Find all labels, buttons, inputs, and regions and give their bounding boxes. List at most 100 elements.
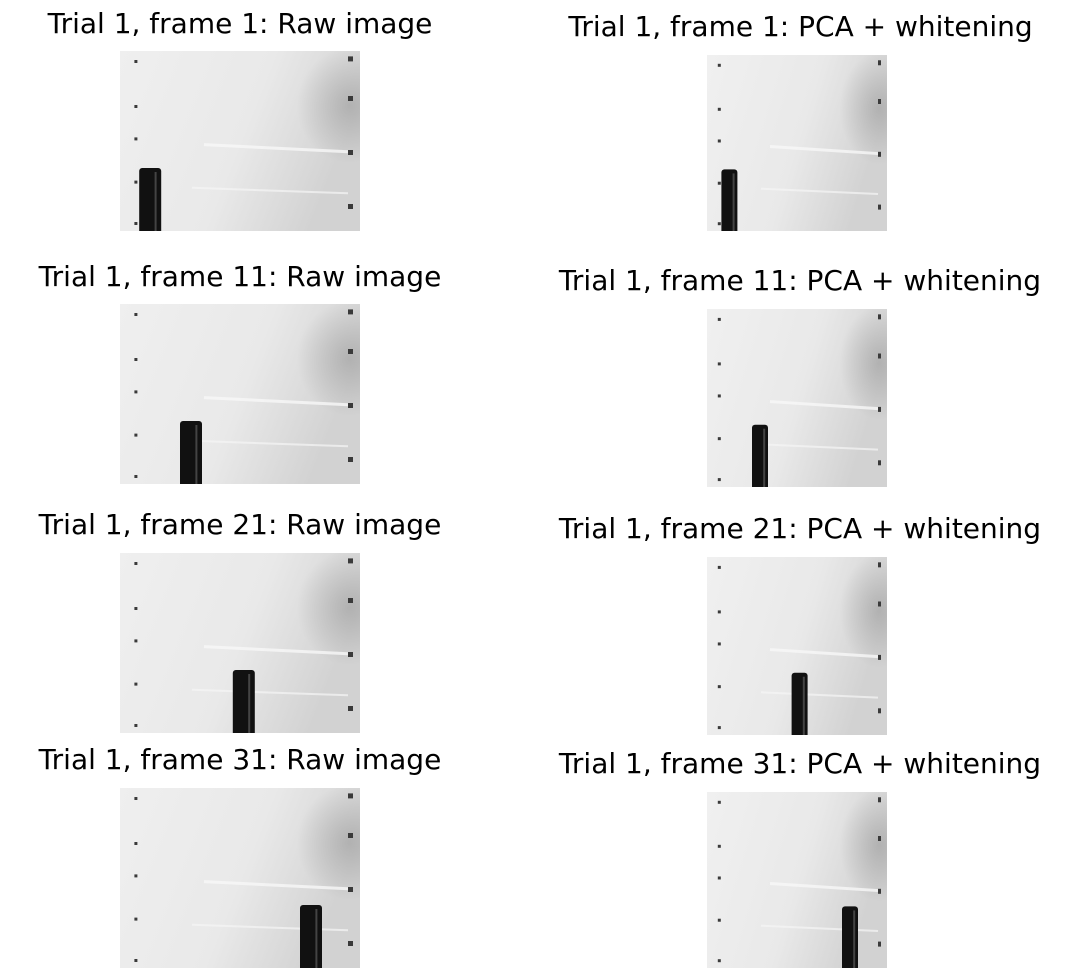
marker-dot bbox=[348, 652, 353, 657]
light-streak bbox=[760, 443, 879, 451]
marker-dot bbox=[878, 654, 881, 660]
marker-dot bbox=[878, 353, 881, 359]
marker-dot bbox=[348, 403, 353, 408]
marker-dot bbox=[348, 56, 353, 62]
light-streak bbox=[769, 648, 879, 659]
marker-dot bbox=[134, 562, 138, 565]
raw-image-panel bbox=[120, 304, 360, 484]
marker-dot bbox=[717, 959, 721, 963]
marker-dot bbox=[717, 437, 721, 441]
raw-image-panel bbox=[120, 51, 360, 231]
object-highlight bbox=[315, 909, 318, 968]
marker-dot bbox=[878, 460, 881, 466]
marker-dot bbox=[878, 204, 881, 210]
marker-dot bbox=[134, 682, 138, 686]
marker-dot bbox=[134, 390, 138, 394]
marker-dot bbox=[134, 639, 138, 643]
marker-dot bbox=[878, 836, 881, 841]
marker-dot bbox=[134, 105, 138, 108]
frame-image bbox=[120, 553, 360, 733]
light-streak bbox=[769, 145, 879, 156]
marker-dot bbox=[348, 349, 353, 354]
frame-image bbox=[707, 557, 887, 735]
marker-dot bbox=[717, 685, 721, 689]
marker-dot bbox=[134, 475, 138, 478]
marker-dot bbox=[878, 406, 881, 412]
object-highlight bbox=[763, 428, 766, 487]
marker-dot bbox=[717, 642, 721, 646]
marker-dot bbox=[717, 478, 721, 482]
light-streak bbox=[203, 880, 349, 891]
pca-whitening-title: Trial 1, frame 11: PCA + whitening bbox=[558, 264, 1042, 297]
frame-image bbox=[707, 55, 887, 231]
dark-object bbox=[232, 670, 255, 733]
marker-dot bbox=[717, 610, 721, 614]
dark-object bbox=[791, 672, 808, 735]
object-highlight bbox=[732, 173, 735, 231]
marker-dot bbox=[717, 565, 721, 569]
frame-image bbox=[120, 51, 360, 231]
marker-dot bbox=[717, 800, 721, 804]
raw-image-title: Trial 1, frame 31: Raw image bbox=[38, 743, 442, 776]
marker-dot bbox=[134, 60, 138, 63]
pca-whitening-title: Trial 1, frame 1: PCA + whitening bbox=[568, 10, 1033, 43]
marker-dot bbox=[717, 918, 721, 922]
raw-image-title: Trial 1, frame 1: Raw image bbox=[47, 7, 433, 40]
light-streak bbox=[191, 439, 349, 448]
marker-dot bbox=[134, 137, 138, 141]
pca-whitening-title: Trial 1, frame 21: PCA + whitening bbox=[558, 512, 1042, 545]
light-streak bbox=[760, 924, 879, 933]
shadow-region bbox=[228, 51, 360, 195]
marker-dot bbox=[134, 917, 138, 921]
dark-object bbox=[180, 421, 202, 484]
marker-dot bbox=[348, 793, 353, 799]
marker-dot bbox=[348, 96, 353, 101]
marker-dot bbox=[717, 107, 721, 111]
marker-dot bbox=[134, 358, 138, 361]
marker-dot bbox=[717, 876, 721, 880]
pca-whitening-panel bbox=[707, 309, 887, 487]
marker-dot bbox=[878, 99, 881, 104]
object-highlight bbox=[154, 172, 157, 231]
marker-dot bbox=[878, 941, 881, 947]
pca-whitening-title: Trial 1, frame 31: PCA + whitening bbox=[558, 747, 1042, 780]
dark-object bbox=[721, 169, 738, 231]
marker-dot bbox=[717, 317, 721, 321]
pca-whitening-panel bbox=[707, 55, 887, 231]
marker-dot bbox=[717, 222, 721, 226]
marker-dot bbox=[348, 558, 353, 564]
pca-whitening-panel bbox=[707, 557, 887, 735]
marker-dot bbox=[878, 797, 881, 803]
marker-dot bbox=[348, 150, 353, 155]
marker-dot bbox=[134, 724, 138, 727]
marker-dot bbox=[134, 874, 138, 878]
marker-dot bbox=[717, 181, 721, 185]
dark-object bbox=[752, 424, 768, 487]
marker-dot bbox=[348, 833, 353, 838]
marker-dot bbox=[134, 607, 138, 610]
marker-dot bbox=[717, 394, 721, 398]
marker-dot bbox=[134, 313, 138, 316]
shadow-region bbox=[228, 788, 360, 932]
marker-dot bbox=[878, 708, 881, 714]
object-highlight bbox=[853, 910, 856, 968]
light-streak bbox=[203, 143, 349, 154]
pca-whitening-panel bbox=[707, 792, 887, 968]
marker-dot bbox=[348, 309, 353, 315]
marker-dot bbox=[134, 433, 138, 437]
light-streak bbox=[203, 645, 349, 656]
marker-dot bbox=[878, 60, 881, 66]
shadow-region bbox=[228, 304, 360, 448]
raw-image-title: Trial 1, frame 21: Raw image bbox=[38, 508, 442, 541]
dark-object bbox=[139, 168, 162, 231]
marker-dot bbox=[134, 222, 138, 225]
light-streak bbox=[760, 187, 879, 196]
light-streak bbox=[191, 688, 349, 697]
marker-dot bbox=[878, 314, 881, 320]
marker-dot bbox=[134, 797, 138, 800]
dark-object bbox=[842, 906, 858, 968]
object-highlight bbox=[802, 676, 805, 735]
raw-image-panel bbox=[120, 553, 360, 733]
marker-dot bbox=[878, 151, 881, 157]
frame-image bbox=[707, 792, 887, 968]
